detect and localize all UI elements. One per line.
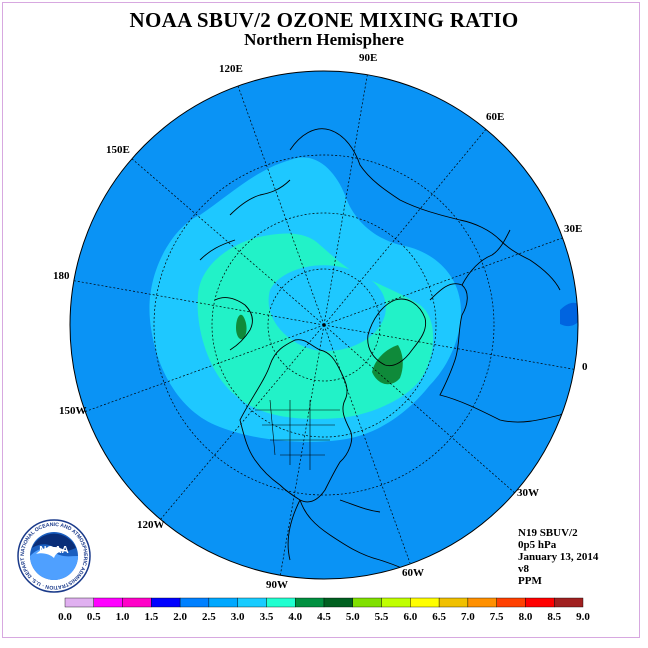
ozone-contour-4.0-west: [236, 314, 247, 340]
info-units: PPM: [518, 575, 542, 587]
ozone-contour-4.0-east: [372, 345, 403, 385]
map-subtitle: Northern Hemisphere: [244, 30, 404, 49]
lon-label-120e: 120E: [219, 63, 243, 75]
dataset-info: N19 SBUV/2 0p5 hPa January 13, 2014 v8 P…: [518, 527, 598, 587]
longitude-lines: [70, 71, 578, 578]
coastlines: [199, 128, 578, 579]
lon-label-30e: 30E: [564, 223, 582, 235]
map-boundary: [69, 70, 579, 580]
info-version: v8: [518, 563, 529, 575]
lon-label-30w: 30W: [517, 487, 539, 499]
noaa-logo-text: NOAA: [39, 545, 68, 556]
lon-label-180: 180: [53, 270, 70, 282]
lon-label-120w: 120W: [137, 519, 165, 531]
noaa-logo: NATIONAL OCEANIC AND ATMOSPHERIC ADMINIS…: [16, 518, 91, 593]
lon-label-150e: 150E: [106, 144, 130, 156]
lon-label-60e: 60E: [486, 111, 504, 123]
latitude-circles: [153, 154, 495, 496]
ozone-low-patch: [560, 302, 578, 327]
lon-label-90w: 90W: [266, 579, 288, 591]
lon-label-90e: 90E: [359, 52, 377, 64]
lon-label-60w: 60W: [402, 567, 424, 579]
map-disk: [70, 71, 578, 579]
lon-label-0: 0: [582, 361, 588, 373]
lon-label-150w: 150W: [59, 405, 87, 417]
info-date: January 13, 2014: [518, 551, 599, 563]
map-title: NOAA SBUV/2 OZONE MIXING RATIO: [129, 8, 519, 32]
info-level: 0p5 hPa: [518, 539, 557, 551]
longitude-labels: 90E 60E 30E 0 30W 60W 90W 120W 150W 180 …: [53, 52, 588, 591]
figure-frame: [2, 2, 640, 638]
info-instrument: N19 SBUV/2: [518, 527, 578, 539]
